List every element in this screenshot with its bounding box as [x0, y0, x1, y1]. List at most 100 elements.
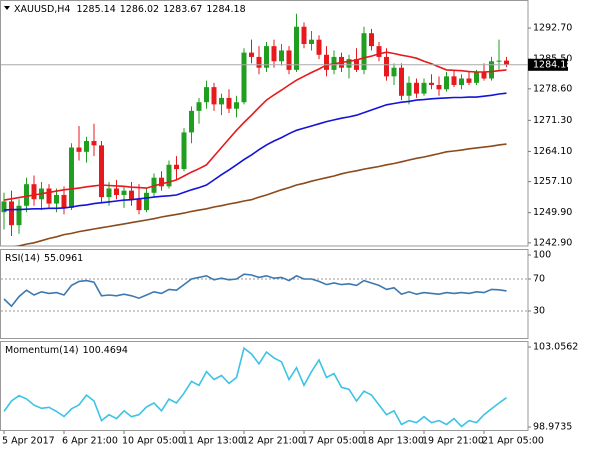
y-tick-label: 100: [533, 250, 551, 261]
y-tick-label: 1257.10: [533, 176, 572, 187]
x-tick-label: 6 Apr 21:00: [62, 436, 118, 447]
y-tick-label: 1242.90: [533, 237, 572, 248]
candle-body: [346, 59, 352, 68]
indicator-line: [3, 273, 507, 308]
candle-body: [136, 199, 142, 211]
candle-body: [24, 184, 29, 206]
y-tick-label: 1278.60: [533, 83, 572, 94]
y-tick-label: 1264.10: [533, 146, 572, 157]
y-tick-label: 1249.90: [533, 207, 572, 218]
candle-body: [421, 82, 427, 94]
y-tick-label: 1292.70: [533, 23, 572, 34]
candle-body: [31, 184, 37, 200]
candle-body: [324, 54, 329, 70]
candle-body: [196, 102, 202, 111]
candle-body: [451, 76, 457, 85]
x-tick-label: 12 Apr 21:00: [242, 436, 304, 447]
candle-body: [301, 26, 307, 44]
candle-body: [46, 188, 52, 204]
candle-body: [361, 33, 367, 70]
y-tick-label: 98.9735: [533, 422, 572, 433]
candle-body: [106, 188, 112, 198]
y-tick-label: 103.0562: [533, 342, 578, 353]
x-tick-label: 10 Apr 05:00: [122, 436, 184, 447]
candle-body: [496, 60, 502, 62]
indicator-value: 100.4694: [83, 345, 128, 356]
x-tick-label: 19 Apr 21:00: [422, 436, 484, 447]
candle-body: [279, 50, 284, 62]
candle-body: [466, 78, 472, 83]
candle-body: [376, 46, 382, 57]
momentum-panel: [0, 341, 529, 431]
x-tick-label: 18 Apr 13:00: [362, 436, 424, 447]
candle-body: [271, 46, 277, 62]
candle-body: [256, 56, 262, 68]
candle-body: [286, 50, 292, 70]
candle-body: [316, 39, 322, 55]
collapse-icon: [4, 6, 10, 10]
candle-body: [189, 110, 194, 133]
candle-body: [504, 60, 509, 65]
y-tick-label: 1271.30: [533, 115, 572, 126]
candle-body: [84, 141, 89, 152]
candle-body: [294, 26, 299, 70]
moving-average: [3, 51, 507, 201]
candle-body: [226, 97, 232, 109]
candle-body: [174, 164, 179, 170]
candle-body: [481, 72, 487, 79]
candle-body: [144, 192, 149, 211]
candle-body: [241, 52, 247, 103]
candle-body: [76, 147, 82, 152]
main-panel: [0, 0, 529, 247]
y-tick-label: 70: [533, 274, 545, 285]
moving-average: [13, 143, 507, 246]
candle-body: [114, 188, 119, 195]
x-tick-label: 5 Apr 2017: [2, 436, 55, 447]
rsi-title: RSI(14) 55.0961: [5, 253, 83, 264]
moving-average: [3, 92, 507, 211]
x-tick-label: 21 Apr 05:00: [482, 436, 544, 447]
indicator-name: Momentum(14): [5, 345, 79, 356]
candle-body: [234, 102, 239, 109]
candle-body: [91, 141, 97, 146]
candle-body: [384, 56, 389, 77]
current-price-box: [528, 58, 568, 71]
indicator-line: [3, 346, 507, 428]
candle-body: [444, 76, 449, 90]
high: 1286.02: [120, 4, 159, 15]
candle-body: [406, 82, 412, 96]
candle-body: [249, 52, 254, 57]
candle-body: [129, 190, 134, 200]
candle-body: [99, 145, 104, 198]
candle-body: [489, 61, 494, 79]
plot-area: [1, 13, 509, 246]
rsi-panel: [0, 249, 529, 339]
y-tick-label: 30: [533, 306, 545, 317]
candle-body: [121, 190, 127, 195]
low: 1283.67: [163, 4, 202, 15]
current-price-label: 1284.18: [533, 59, 572, 70]
indicator-name: RSI(14): [5, 253, 40, 264]
chart-header: XAUUSD,H4 1285.14 1286.02 1283.67 1284.18: [14, 4, 246, 15]
candle-body: [219, 97, 224, 105]
candle-body: [159, 177, 164, 187]
candle-body: [166, 164, 172, 187]
indicator-value: 55.0961: [44, 253, 83, 264]
candle-body: [9, 201, 14, 226]
candle-body: [211, 87, 217, 105]
candle-body: [69, 147, 74, 208]
candle-body: [181, 132, 187, 170]
x-tick-label: 11 Apr 13:00: [182, 436, 244, 447]
candle-body: [474, 72, 479, 83]
candle-body: [369, 33, 374, 47]
candle-body: [16, 205, 22, 226]
momentum-title: Momentum(14) 100.4694: [5, 345, 128, 356]
candle-body: [414, 82, 419, 94]
open: 1285.14: [76, 4, 115, 15]
candle-body: [429, 82, 434, 85]
candle-body: [54, 194, 59, 204]
candle-body: [309, 39, 314, 44]
candle-body: [459, 78, 464, 85]
candle-body: [61, 194, 67, 208]
